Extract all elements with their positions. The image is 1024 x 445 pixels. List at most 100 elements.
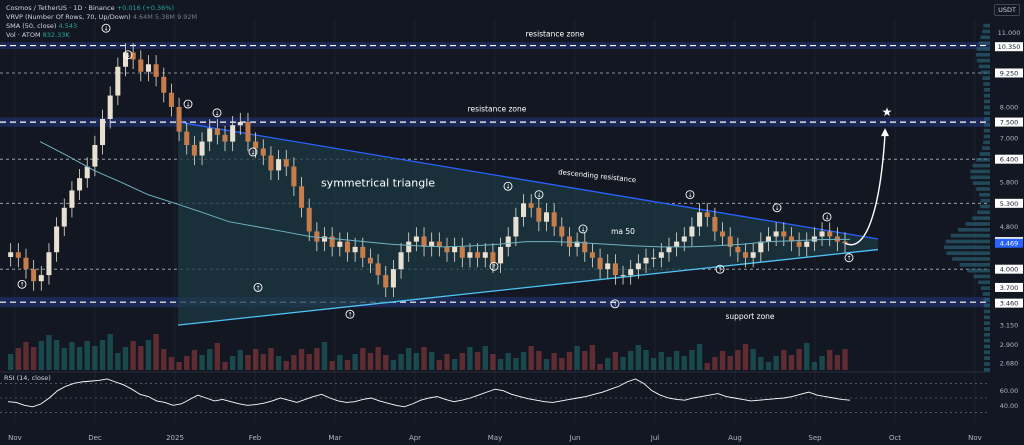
pivot-marker-icon	[844, 253, 854, 263]
volume-profile-bar	[965, 222, 990, 226]
volume-bar	[827, 350, 833, 370]
candle-body	[482, 252, 488, 258]
volume-profile-bar	[945, 239, 990, 244]
volume-bar	[298, 349, 305, 370]
volume-bar	[38, 341, 44, 370]
candle-body	[574, 241, 580, 247]
volume-profile-bar	[983, 111, 990, 115]
volume-bar	[666, 357, 672, 370]
volume-profile-bar	[984, 350, 990, 355]
volume-profile-bar	[984, 356, 990, 360]
pivot-marker-icon	[772, 203, 782, 213]
price-tag	[995, 117, 1023, 127]
volume-bar	[673, 351, 680, 370]
volume-bar	[467, 347, 473, 370]
candle-body	[161, 76, 167, 93]
volume-profile-bar	[976, 47, 990, 51]
candle-body	[681, 236, 687, 242]
candle-body	[674, 241, 680, 247]
vol-line[interactable]: Vol · ATOM	[6, 31, 41, 39]
volume-profile-bar	[982, 292, 990, 296]
volume-bar	[406, 348, 412, 370]
volume-bar	[421, 347, 427, 370]
candle-body	[796, 241, 802, 247]
y-tick-label: 2.680	[1000, 359, 1019, 367]
volume-bar	[191, 350, 198, 370]
support-zone-label: support zone	[725, 312, 774, 321]
volume-bar	[735, 350, 741, 370]
volume-profile-bar	[978, 41, 990, 45]
volume-profile-bar	[983, 117, 990, 121]
volume-profile-bar	[944, 245, 990, 250]
volume-profile-bar	[983, 298, 990, 302]
volume-bar	[689, 350, 695, 370]
volume-bar	[429, 352, 435, 370]
candle-body	[321, 236, 328, 242]
volume-profile-bar	[978, 280, 990, 285]
pivot-arrow-icon: ↓	[505, 184, 510, 191]
currency-badge[interactable]: USDT	[994, 4, 1020, 16]
pivot-arrow-icon: ↓	[250, 149, 255, 156]
volume-bar	[214, 343, 221, 370]
candle-body	[597, 257, 603, 270]
x-tick-label: 2025	[166, 434, 184, 442]
y-tick-label: 7.000	[1000, 135, 1019, 143]
volume-bar	[505, 353, 511, 370]
candle-body	[352, 246, 358, 253]
volume-profile-bar	[979, 193, 990, 197]
candle-body	[138, 59, 144, 72]
candle-body	[306, 207, 312, 232]
x-tick-label: Aug	[728, 434, 742, 442]
candle-body	[383, 275, 389, 288]
price-tag	[995, 68, 1023, 78]
pivot-marker-icon	[610, 299, 620, 309]
volume-bar	[758, 357, 764, 370]
volume-bar	[804, 343, 810, 370]
rsi-title: RSI (14, close)	[4, 374, 51, 382]
volume-profile-bar	[970, 175, 990, 180]
symbol-line[interactable]: Cosmos / TetherUS · 1D · Binance	[6, 4, 115, 12]
volume-bar	[551, 353, 557, 370]
candle-body	[475, 252, 481, 258]
y-tick-label: 2.900	[1000, 341, 1019, 349]
pivot-marker-icon	[503, 181, 513, 191]
candle-body	[804, 241, 810, 247]
candle-body	[758, 241, 764, 253]
pivot-arrow-icon: ↓	[103, 26, 108, 33]
price-tag-label: 5.300	[1000, 200, 1019, 208]
candle-body	[329, 236, 335, 247]
candle-body	[635, 263, 641, 270]
candle-body	[459, 246, 465, 258]
candle-body	[421, 236, 427, 247]
volume-bar	[360, 348, 366, 370]
volume-bar	[650, 358, 657, 370]
volume-profile-bar	[984, 362, 990, 366]
candle-body	[260, 148, 266, 156]
chart-legend: Cosmos / TetherUS · 1D · Binance +0.016 …	[6, 4, 197, 40]
sma-line[interactable]: SMA (50, close)	[6, 22, 57, 30]
candle-body	[666, 246, 672, 253]
candle-body	[230, 125, 236, 142]
candle-body	[153, 64, 159, 77]
volume-bar	[474, 352, 481, 370]
volume-bar	[229, 356, 236, 370]
volume-bar	[612, 352, 619, 370]
volume-profile-bar	[973, 274, 990, 279]
volume-bar	[8, 354, 14, 370]
volume-bar	[413, 353, 420, 370]
volume-bar	[69, 342, 75, 370]
volume-bar	[84, 341, 90, 370]
vrvp-line[interactable]: VRVP (Number Of Rows, 70, Up/Down)	[6, 13, 131, 21]
x-tick-label: Nov	[8, 434, 22, 442]
candle-body	[253, 141, 259, 149]
volume-profile-bar	[983, 23, 990, 28]
descending-resistance-line	[177, 121, 879, 240]
candle-body	[191, 144, 197, 156]
volume-bar	[53, 340, 60, 370]
volume-bar	[321, 342, 328, 370]
candle-body	[375, 263, 381, 276]
pivot-marker-icon	[253, 282, 263, 292]
target-star-icon: ★	[882, 105, 893, 119]
price-tag	[995, 198, 1023, 208]
